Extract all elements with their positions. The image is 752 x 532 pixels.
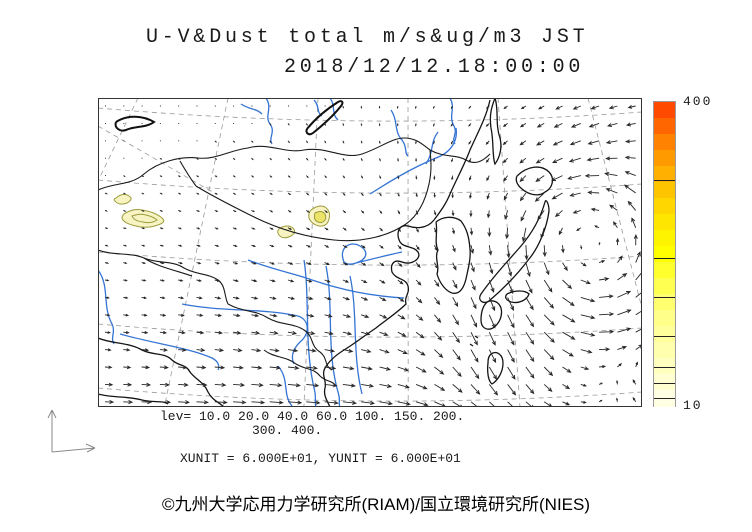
coastlines	[98, 98, 554, 407]
colorbar-segment	[654, 166, 675, 183]
wind-vectors	[104, 105, 642, 407]
country-borders	[98, 137, 491, 387]
colorbar-segment	[654, 278, 675, 295]
coast-shikoku	[504, 290, 530, 304]
colorbar-tick	[654, 179, 675, 181]
rivers	[98, 98, 458, 407]
colorbar-segment	[654, 374, 675, 391]
colorbar	[653, 101, 676, 407]
colorbar-segment	[654, 262, 675, 279]
figure-title: U-V&Dust total m/s&ug/m3 JST	[146, 26, 589, 49]
colorbar-tick	[654, 335, 675, 337]
colorbar-segment	[654, 358, 675, 375]
islets	[469, 335, 479, 347]
coast-hokkaido	[515, 166, 554, 196]
colorbar-tick	[654, 398, 675, 400]
colorbar-segment	[654, 310, 675, 327]
colorbar-segment	[654, 150, 675, 167]
colorbar-max-label: 400	[683, 94, 713, 109]
colorbar-segment	[654, 230, 675, 247]
colorbar-segment	[654, 246, 675, 263]
lake-balkhash	[114, 115, 156, 132]
vector-units-label: XUNIT = 6.000E+01, YUNIT = 6.000E+01	[180, 451, 461, 466]
colorbar-tick	[654, 367, 675, 368]
dust-patch-inner-max	[313, 211, 327, 224]
dust-patch-inner-contour	[131, 213, 158, 224]
coast-china	[322, 219, 435, 407]
colorbar-min-label: 10	[683, 398, 703, 413]
dust-patch	[121, 209, 165, 228]
colorbar-segment	[654, 134, 675, 151]
coast-taiwan	[486, 351, 504, 385]
colorbar-tick	[654, 257, 675, 259]
graticule-lines	[98, 98, 642, 407]
coast-korea	[435, 216, 471, 294]
coast-bengal	[98, 337, 225, 407]
map-frame	[98, 98, 642, 407]
colorbar-tick	[654, 296, 675, 298]
lake-baikal	[305, 100, 344, 136]
contour-levels-line1: lev= 10.0 20.0 40.0 60.0 100. 150. 200.	[160, 409, 465, 424]
axes-indicator-icon	[47, 409, 96, 453]
colorbar-segment	[654, 182, 675, 199]
figure-datetime: 2018/12/12.18:00:00	[284, 56, 585, 79]
dust-contour-patches	[113, 193, 330, 239]
map-plot	[98, 98, 642, 407]
colorbar-segment	[654, 342, 675, 359]
dust-patch	[113, 193, 132, 205]
colorbar-segment	[654, 294, 675, 311]
colorbar-tick	[654, 382, 675, 384]
coast-kyushu	[480, 300, 503, 330]
coast-sakhalin	[489, 98, 502, 166]
lakes	[114, 100, 344, 136]
copyright-credit: ©九州大学応用力学研究所(RIAM)/国立環境研究所(NIES)	[161, 495, 591, 514]
coast-ne-mainland	[433, 99, 491, 221]
colorbar-segment	[654, 102, 675, 119]
colorbar-segment	[654, 118, 675, 135]
colorbar-segment	[654, 214, 675, 231]
colorbar-segment	[654, 198, 675, 215]
contour-levels-line2: 300. 400.	[252, 423, 323, 438]
colorbar-segment	[654, 326, 675, 343]
